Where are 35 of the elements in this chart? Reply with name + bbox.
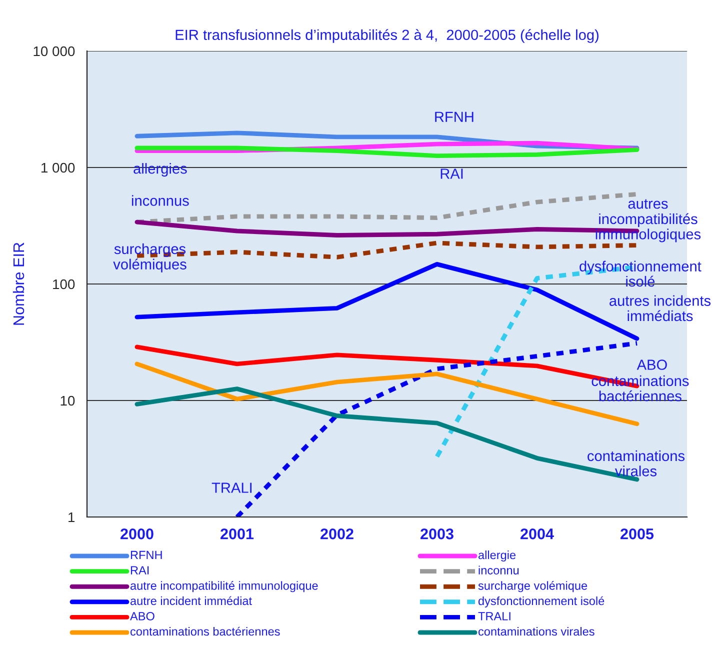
chart-title: EIR transfusionnels d’imputabilités 2 à 4, 2000-2005 (échelle log) [176,29,598,43]
x-tick-label: 2005 [620,528,654,540]
legend-label: ABO [130,612,154,620]
y-tick-label: 10 000 [34,46,75,56]
legend-label: dysfonctionnement isolé [478,596,604,608]
legend-label: allergie [478,550,516,562]
legend-label: autre incident immédiat [130,596,252,606]
y-tick-label: 1 000 [42,162,75,173]
x-tick-label: 2000 [120,528,154,540]
annotation: contaminations virales [588,450,685,476]
x-tick-label: 2002 [320,528,354,540]
legend-label: surcharge volémique [478,581,588,592]
annotation: RFNH [435,112,474,122]
line-series [134,146,640,158]
x-tick-label: 2004 [520,528,554,540]
legend-label: contaminations virales [478,626,594,636]
legend-label: TRALI [478,612,510,620]
legend-label: contaminations bactériennes [130,626,280,636]
legend-label: inconnu [478,566,519,574]
legend-label: RAI [130,566,149,574]
legend-label: RFNH [130,550,162,560]
y-axis-title: Nombre EIR [12,242,24,325]
y-tick-label: 1 [68,512,75,522]
annotation: ABO [636,360,667,370]
y-tick-label: 100 [53,279,75,290]
y-tick-label: 10 [60,396,75,406]
annotation: surcharges volémiques [113,243,186,272]
annotation: TRALI [212,482,252,493]
x-tick-label: 2003 [420,528,454,540]
legend-label: autre incompatibilité immunologique [130,581,318,592]
x-tick-label: 2001 [220,528,254,540]
annotation: RAI [440,168,463,179]
annotation: autres incompatibilités immunologiques [596,199,701,242]
annotation: autres incidents immédiats [610,295,711,322]
annotation: inconnus [132,195,189,206]
